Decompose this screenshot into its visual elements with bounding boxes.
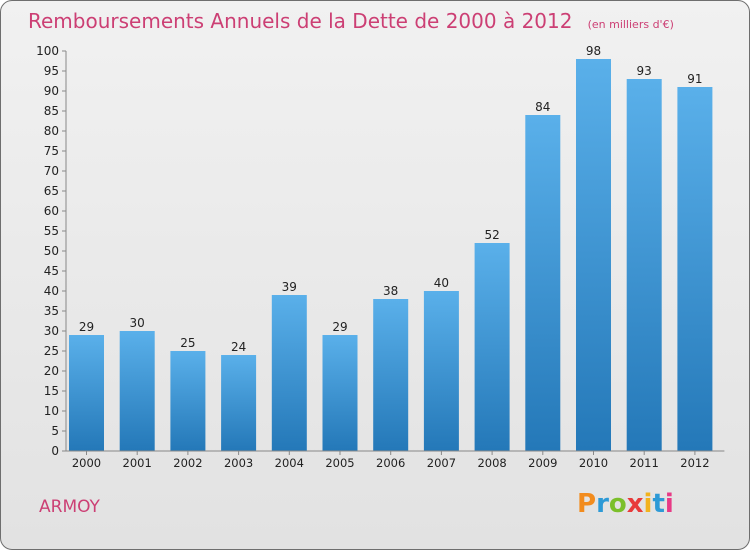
bar-value-label: 29 [332,320,347,334]
logo-letter: r [596,489,609,519]
y-tick-label: 40 [44,284,59,298]
x-tick-label: 2002 [173,456,202,470]
x-tick-label: 2006 [376,456,405,470]
y-tick-label: 70 [44,164,59,178]
bar [677,87,713,451]
y-tick-label: 30 [44,324,59,338]
bar-value-label: 24 [231,340,246,354]
x-tick-label: 2000 [72,456,101,470]
y-tick-label: 5 [51,424,59,438]
bar [170,351,206,451]
bar-value-label: 93 [637,64,652,78]
bar [576,59,611,451]
x-tick-label: 2010 [579,456,608,470]
bar-value-label: 98 [586,44,601,58]
logo-letter: t [652,489,665,519]
x-tick-label: 2005 [325,456,354,470]
title-row: Remboursements Annuels de la Dette de 20… [28,9,674,33]
y-tick-label: 90 [44,84,59,98]
y-tick-label: 50 [44,244,59,258]
bar-value-label: 38 [383,284,398,298]
y-tick-label: 75 [44,144,59,158]
bar-value-label: 39 [282,280,297,294]
logo-letter: i [643,489,653,519]
bar [423,291,459,451]
y-tick-label: 20 [44,364,59,378]
logo-letter: i [664,489,674,519]
y-tick-label: 25 [44,344,59,358]
chart-title: Remboursements Annuels de la Dette de 20… [28,9,573,33]
proxiti-logo: Proxiti [577,489,674,519]
bar [474,243,510,451]
x-tick-label: 2008 [477,456,506,470]
bar [322,335,358,451]
logo-letter: x [626,489,644,519]
y-tick-label: 100 [36,44,59,58]
bars-group: 29 30 25 24 39 29 38 40 52 84 98 93 91 [69,44,713,451]
bar-value-label: 25 [180,336,195,350]
y-tick-label: 95 [44,64,59,78]
x-tick-label: 2003 [224,456,253,470]
bar [626,79,662,451]
x-tick-label: 2001 [123,456,152,470]
x-tick-label: 2004 [275,456,304,470]
x-tick-label: 2011 [630,456,659,470]
bar-value-label: 30 [130,316,145,330]
x-axis: 2000 2001 2002 2003 2004 2005 2006 2007 2008 2009… [66,450,725,470]
bar [373,299,409,451]
bar [525,115,561,451]
bar [119,331,155,451]
logo-letter: P [577,489,597,519]
bar-value-label: 52 [484,228,499,242]
y-tick-label: 60 [44,204,59,218]
y-tick-label: 80 [44,124,59,138]
bar-value-label: 40 [434,276,449,290]
y-axis: 0 5 10 15 20 25 30 35 40 45 50 55 60 65 70 75 80 85 90 95 10… [36,44,67,458]
commune-name: ARMOY [39,497,100,517]
bar [221,355,257,451]
y-tick-label: 65 [44,184,59,198]
bar-value-label: 91 [687,72,702,86]
x-tick-label: 2007 [427,456,456,470]
bar [69,335,104,451]
y-tick-label: 10 [44,404,59,418]
x-tick-label: 2009 [528,456,557,470]
bar-value-label: 84 [535,100,550,114]
y-tick-label: 15 [44,384,59,398]
bar-value-label: 29 [79,320,94,334]
y-tick-label: 45 [44,264,59,278]
logo-letter: o [608,489,627,519]
x-tick-label: 2012 [680,456,709,470]
y-tick-label: 35 [44,304,59,318]
y-tick-label: 55 [44,224,59,238]
unit-note: (en milliers d'€) [587,18,674,31]
y-tick-label: 85 [44,104,59,118]
y-tick-label: 0 [51,444,59,458]
bar [271,295,307,451]
